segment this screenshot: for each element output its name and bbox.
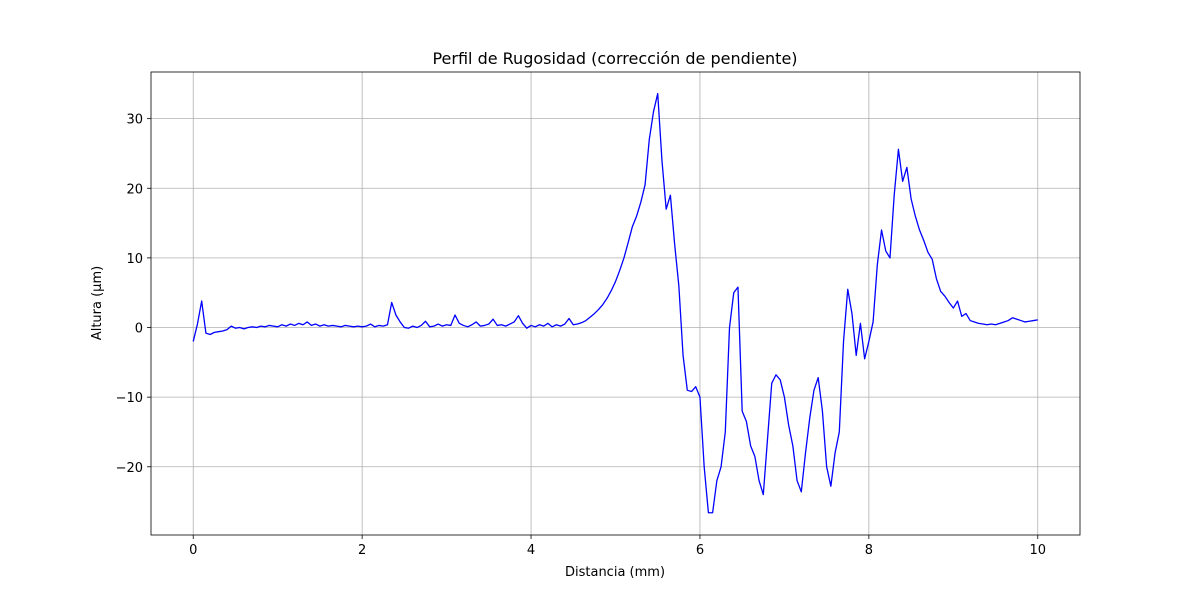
x-tick-label: 0 [189, 543, 197, 558]
y-tick-label: 30 [126, 113, 143, 128]
x-tick-label: 10 [1029, 543, 1046, 558]
chart-title: Perfil de Rugosidad (corrección de pendi… [432, 49, 797, 68]
plot-area: 0 2 4 6 8 10 −20 −10 0 10 20 30 [116, 71, 1081, 558]
plot-frame [150, 71, 1081, 536]
y-tick-label: −20 [116, 461, 143, 476]
x-tick-label: 2 [358, 543, 366, 558]
x-tick-label: 8 [865, 543, 873, 558]
line-series [192, 92, 1038, 514]
y-axis-label: Altura (µm) [90, 266, 105, 340]
y-tick-label: −10 [116, 391, 143, 406]
y-tick-label: 10 [126, 252, 143, 267]
y-tick-label: 20 [126, 182, 143, 197]
x-axis-label: Distancia (mm) [565, 565, 665, 580]
y-tick-label: 0 [135, 322, 143, 337]
x-tick-label: 4 [527, 543, 535, 558]
x-tick-label: 6 [696, 543, 704, 558]
